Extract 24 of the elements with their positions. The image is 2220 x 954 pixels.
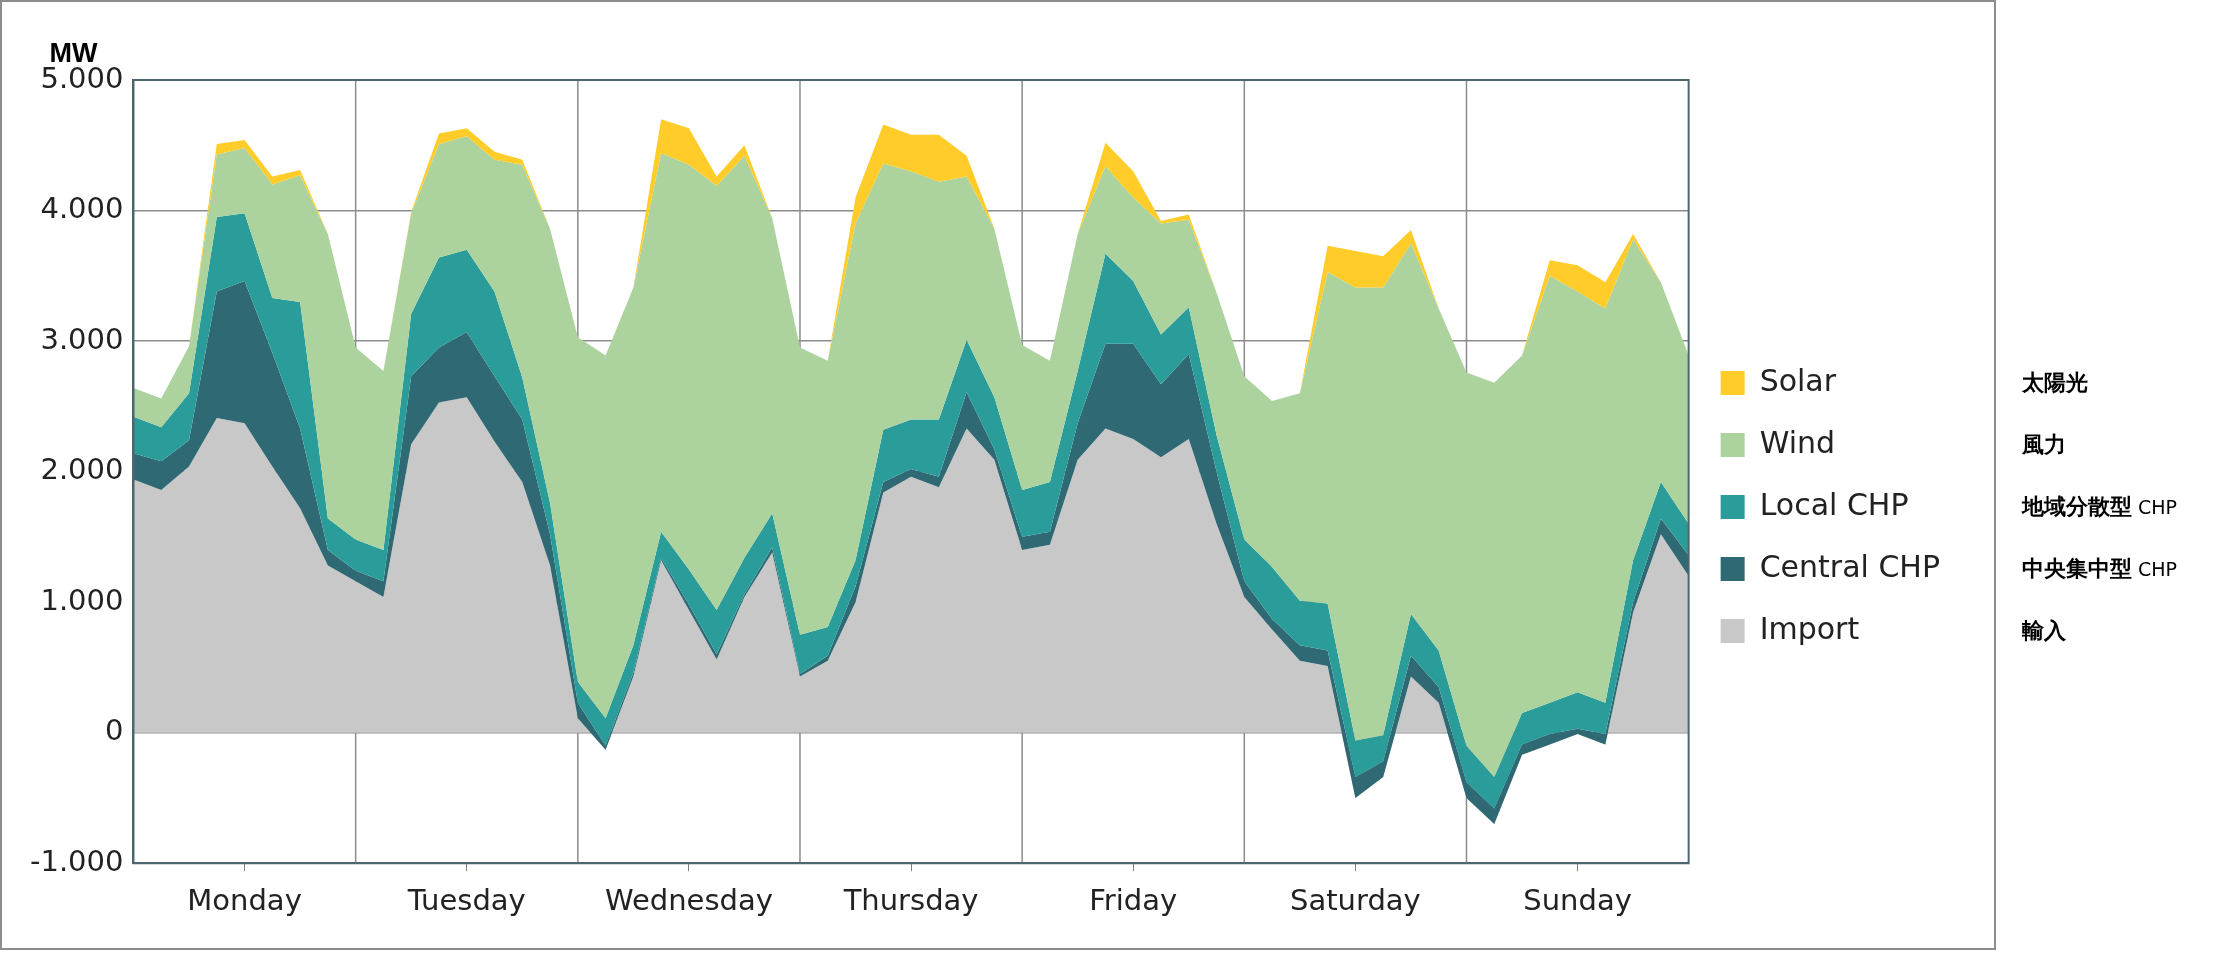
legend-label: Local CHP	[1759, 486, 1909, 522]
legend-label: Wind	[1759, 424, 1836, 460]
x-tick-label: Tuesday	[406, 883, 526, 918]
y-axis-title: MW	[49, 37, 98, 68]
y-tick-label: -1.000	[29, 843, 124, 878]
x-tick-label: Wednesday	[604, 883, 773, 918]
text: 地域分散型 CHP	[2022, 493, 2178, 521]
text: 風力	[2022, 431, 2066, 459]
text: 太陽光	[2022, 369, 2088, 397]
y-tick-label: 4.000	[40, 191, 124, 226]
legend-label: Central CHP	[1759, 548, 1941, 584]
y-tick-label: 2.000	[40, 452, 124, 487]
x-tick-label: Saturday	[1290, 883, 1421, 918]
x-tick-label: Thursday	[842, 883, 979, 918]
legend-label: Solar	[1759, 362, 1837, 398]
text: 中央集中型 CHP	[2022, 555, 2178, 583]
x-tick-label: Monday	[187, 883, 302, 918]
y-tick-label: 0	[105, 713, 124, 748]
y-tick-label: 3.000	[40, 321, 124, 356]
y-tick-label: 1.000	[40, 582, 124, 617]
x-tick-label: Friday	[1089, 883, 1178, 918]
x-tick-label: Sunday	[1523, 883, 1632, 918]
legend-label: Import	[1759, 610, 1860, 646]
text: 輸入	[2022, 617, 2066, 645]
